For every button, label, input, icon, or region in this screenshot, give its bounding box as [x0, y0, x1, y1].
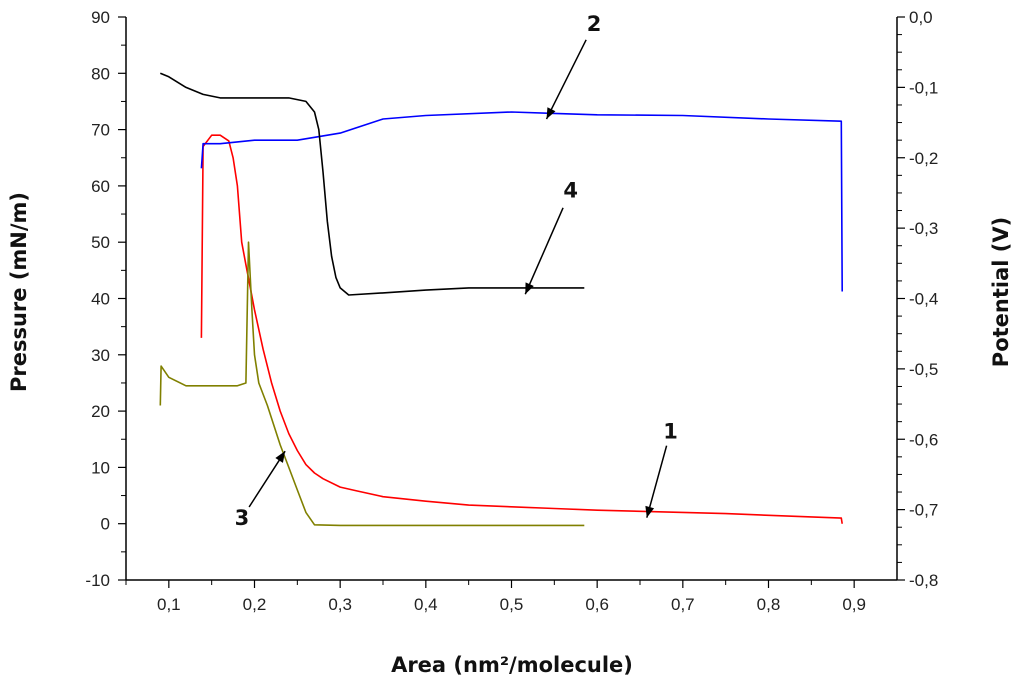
y-right-tick-label: -0,4 [909, 290, 938, 309]
annotation-label-4: 4 [563, 179, 578, 203]
y-left-tick-label: 70 [91, 121, 110, 140]
series-line-2 [200, 111, 843, 292]
y-right-tick-label: -0,6 [909, 430, 938, 449]
x-tick-label: 0,8 [757, 595, 781, 614]
annotation-label-3: 3 [235, 506, 250, 530]
annotation-arrow-3 [248, 450, 286, 508]
x-tick-label: 0,9 [842, 595, 866, 614]
x-tick-label: 0,3 [328, 595, 352, 614]
x-tick-label: 0,1 [157, 595, 181, 614]
annotation-arrowhead-4 [525, 282, 534, 295]
tick-labels: 0,1 0,2 0,3 0,4 0,5 0,6 0,7 0,8 0,9 -10 0 10 20 30 40 5… [85, 8, 938, 614]
y-left-tick-label: 60 [91, 177, 110, 196]
annotation-arrowhead-1 [645, 505, 655, 518]
y-right-tick-label: -0,1 [909, 78, 938, 97]
axes-frame [125, 17, 898, 581]
annotation-arrowhead-3 [275, 451, 286, 463]
x-tick-label: 0,6 [585, 595, 609, 614]
x-axis-title: Area (nm²/molecule) [391, 653, 633, 677]
annotation-label-2: 2 [587, 12, 602, 36]
y-left-tick-label: 0 [101, 515, 110, 534]
series-line-1 [200, 134, 843, 524]
series-line-3 [159, 241, 585, 527]
x-tick-label: 0,2 [243, 595, 267, 614]
y-left-tick-label: 10 [91, 458, 110, 477]
y-left-tick-label: 20 [91, 402, 110, 421]
annotation-arrow-4 [524, 207, 564, 295]
y-left-tick-label: -10 [85, 571, 110, 590]
x-tick-label: 0,7 [671, 595, 695, 614]
y-axis-right-title: Potential (V) [989, 217, 1013, 367]
y-right-tick-label: -0,5 [909, 360, 938, 379]
y-left-tick-label: 30 [91, 346, 110, 365]
x-tick-label: 0,5 [500, 595, 524, 614]
y-right-tick-label: -0,8 [909, 571, 938, 590]
series-line-4 [159, 72, 585, 296]
y-axis-left-title: Pressure (mN/m) [7, 192, 31, 392]
annotation-arrow-1 [646, 445, 668, 518]
y-right-tick-label: -0,2 [909, 149, 938, 168]
y-left-tick-label: 40 [91, 290, 110, 309]
x-tick-label: 0,4 [414, 595, 438, 614]
y-right-tick-label: -0,3 [909, 219, 938, 238]
tick-marks [118, 16, 905, 588]
y-right-tick-label: 0,0 [909, 8, 933, 27]
annotation-arrowhead-2 [546, 107, 556, 120]
annotation-arrow-2 [545, 39, 587, 120]
y-left-tick-label: 50 [91, 233, 110, 252]
annotations: 1 2 3 4 [235, 12, 678, 530]
y-left-tick-label: 90 [91, 8, 110, 27]
series-lines [159, 72, 843, 527]
annotation-label-1: 1 [663, 419, 678, 443]
y-left-tick-label: 80 [91, 64, 110, 83]
y-right-tick-label: -0,7 [909, 501, 938, 520]
